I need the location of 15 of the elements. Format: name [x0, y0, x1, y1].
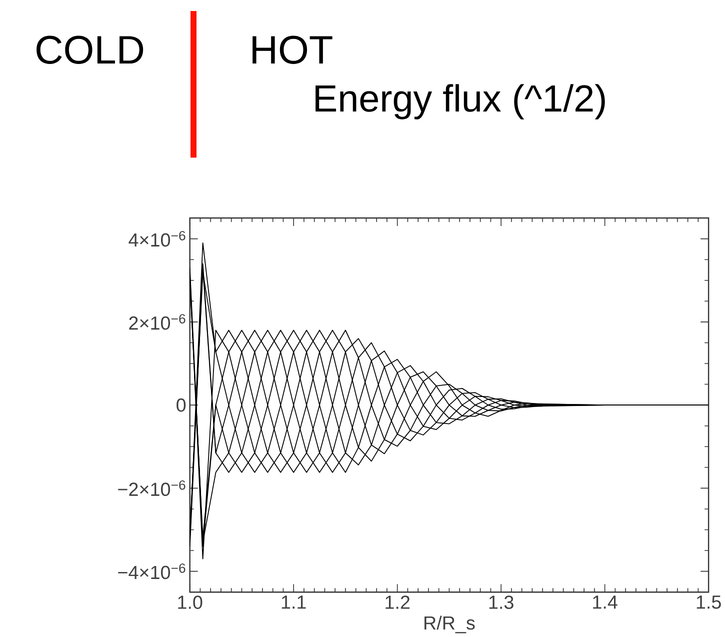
x-tick-label: 1.4	[593, 596, 618, 609]
x-tick-label: 1.0	[178, 596, 202, 610]
x-axis-title: R/R_s	[424, 616, 475, 634]
text: HOT	[252, 36, 332, 64]
y-tick-label: 4×10$^{−6}$	[128, 231, 186, 247]
x-tick-label: 1.2	[386, 596, 410, 610]
y-tick-label: 2×10$^{−6}$	[129, 314, 186, 330]
chart-title: Energy flux (^1/2)	[316, 84, 605, 120]
y-tick-label: −2×10$^{−6}$	[118, 480, 186, 496]
y-tick-label: −4×10$^{−6}$	[118, 564, 186, 580]
x-tick-label: 1.1	[282, 596, 306, 609]
text: COLD	[36, 36, 144, 64]
x-tick-label: 1.5	[696, 596, 721, 610]
y-tick-label: 0	[176, 398, 186, 412]
x-tick-label: 1.3	[489, 596, 514, 610]
